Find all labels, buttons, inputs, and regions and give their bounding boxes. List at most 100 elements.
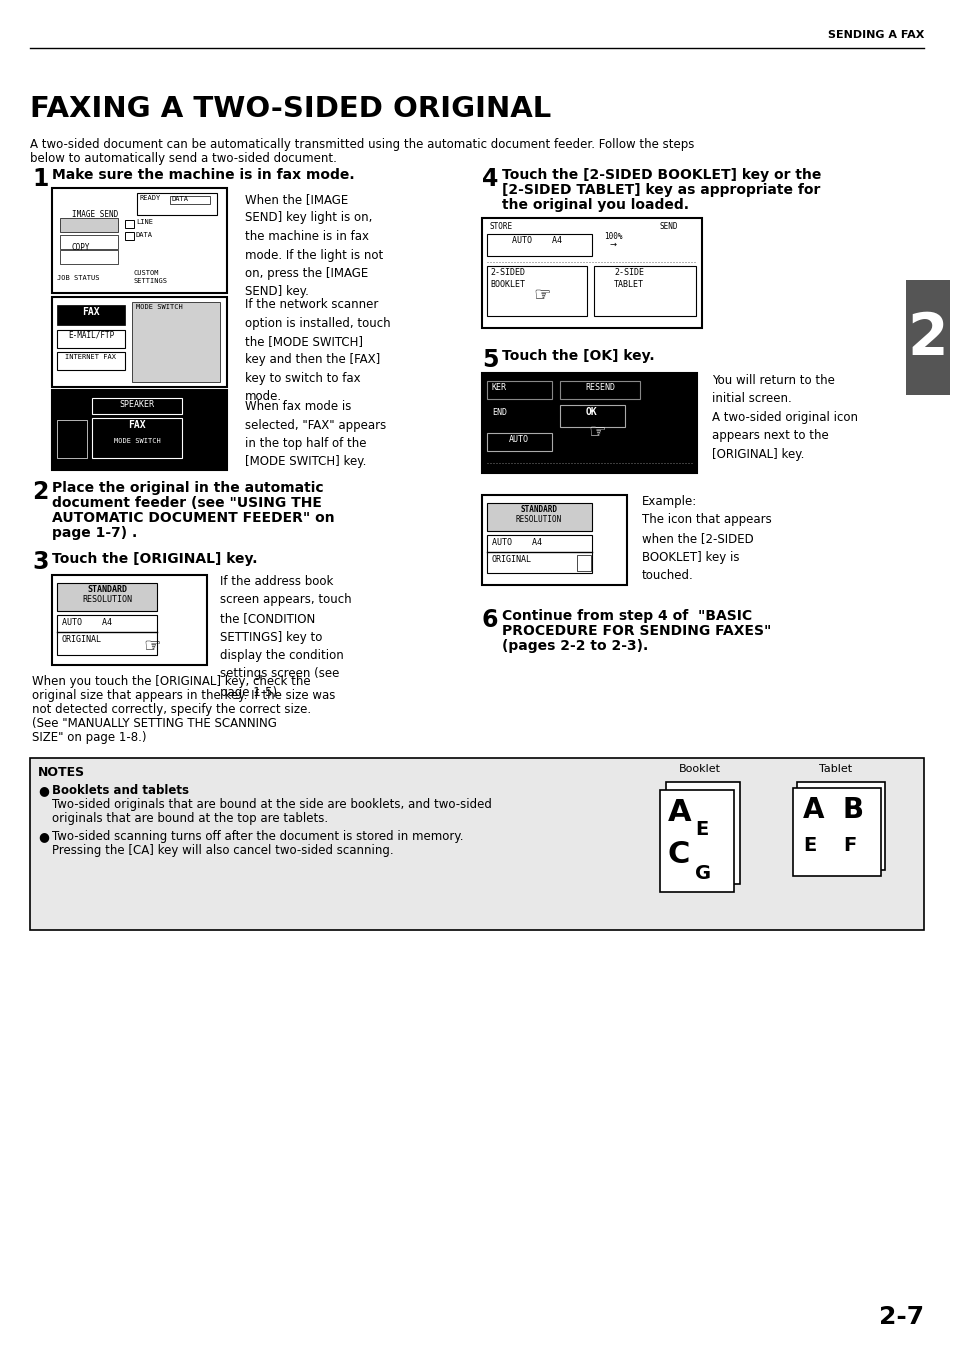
Text: Booklet: Booklet	[679, 765, 720, 774]
Text: COPY: COPY	[71, 243, 91, 253]
Text: DATA: DATA	[172, 196, 189, 203]
Bar	[486, 434, 552, 451]
Text: 1: 1	[32, 168, 49, 190]
Bar	[57, 584, 157, 611]
Text: STORE: STORE	[490, 222, 513, 231]
Text: When you touch the [ORIGINAL] key, check the: When you touch the [ORIGINAL] key, check…	[32, 676, 311, 688]
Bar	[905, 280, 949, 394]
Bar	[665, 782, 740, 884]
Bar	[52, 188, 227, 293]
Bar	[486, 234, 592, 255]
Text: ORIGINAL: ORIGINAL	[492, 555, 532, 563]
Text: BOOKLET: BOOKLET	[490, 280, 524, 289]
Text: AUTOMATIC DOCUMENT FEEDER" on: AUTOMATIC DOCUMENT FEEDER" on	[52, 511, 335, 526]
Text: IMAGE SEND: IMAGE SEND	[71, 209, 118, 219]
Text: READY: READY	[140, 195, 161, 201]
Text: →: →	[609, 240, 617, 249]
Text: 5: 5	[481, 349, 498, 372]
Text: RESOLUTION: RESOLUTION	[82, 594, 132, 604]
Text: [2-SIDED TABLET] key as appropriate for: [2-SIDED TABLET] key as appropriate for	[501, 182, 820, 197]
Text: ●: ●	[38, 784, 49, 797]
Text: END: END	[492, 408, 506, 417]
Text: Tablet: Tablet	[819, 765, 852, 774]
Text: A two-sided document can be automatically transmitted using the automatic docume: A two-sided document can be automaticall…	[30, 138, 694, 151]
Bar	[170, 196, 210, 204]
Text: DATA: DATA	[136, 232, 152, 238]
Text: Pressing the [CA] key will also cancel two-sided scanning.: Pressing the [CA] key will also cancel t…	[52, 844, 394, 857]
Text: If the network scanner
option is installed, touch
the [MODE SWITCH]
key and then: If the network scanner option is install…	[245, 299, 390, 404]
Text: A: A	[802, 796, 823, 824]
Bar	[57, 330, 125, 349]
Bar	[52, 390, 227, 470]
Text: Touch the [2-SIDED BOOKLET] key or the: Touch the [2-SIDED BOOKLET] key or the	[501, 168, 821, 182]
Bar	[52, 576, 207, 665]
Bar	[577, 555, 590, 571]
Text: If the address book
screen appears, touch
the [CONDITION
SETTINGS] key to
displa: If the address book screen appears, touc…	[220, 576, 352, 698]
Text: 2-7: 2-7	[878, 1305, 923, 1329]
Bar	[559, 381, 639, 399]
Text: OK: OK	[585, 407, 598, 417]
Text: AUTO    A4: AUTO A4	[492, 538, 541, 547]
Text: AUTO    A4: AUTO A4	[62, 617, 112, 627]
Text: AUTO    A4: AUTO A4	[512, 236, 561, 245]
Text: E-MAIL/FTP: E-MAIL/FTP	[68, 331, 114, 340]
Bar	[796, 782, 884, 870]
Text: page 1-7) .: page 1-7) .	[52, 526, 137, 540]
Text: RESEND: RESEND	[584, 382, 615, 392]
Text: not detected correctly, specify the correct size.: not detected correctly, specify the corr…	[32, 703, 311, 716]
Text: B: B	[842, 796, 863, 824]
Text: SETTINGS: SETTINGS	[133, 278, 168, 284]
Text: When fax mode is
selected, "FAX" appears
in the top half of the
[MODE SWITCH] ke: When fax mode is selected, "FAX" appears…	[245, 400, 386, 469]
Text: originals that are bound at the top are tablets.: originals that are bound at the top are …	[52, 812, 328, 825]
Text: 2: 2	[906, 309, 947, 367]
Text: C: C	[667, 840, 690, 869]
Text: F: F	[842, 836, 856, 855]
Text: When the [IMAGE
SEND] key light is on,
the machine is in fax
mode. If the light : When the [IMAGE SEND] key light is on, t…	[245, 193, 383, 299]
Bar	[594, 266, 696, 316]
Bar	[659, 790, 733, 892]
Text: document feeder (see "USING THE: document feeder (see "USING THE	[52, 496, 321, 509]
Text: Place the original in the automatic: Place the original in the automatic	[52, 481, 323, 494]
Bar	[559, 405, 624, 427]
Text: SPEAKER: SPEAKER	[119, 400, 154, 409]
Text: SIZE" on page 1-8.): SIZE" on page 1-8.)	[32, 731, 147, 744]
Bar	[57, 615, 157, 655]
Bar	[52, 297, 227, 386]
Text: Two-sided originals that are bound at the side are booklets, and two-sided: Two-sided originals that are bound at th…	[52, 798, 492, 811]
Bar	[481, 373, 697, 473]
Text: ☞: ☞	[588, 423, 605, 442]
Bar	[57, 353, 125, 370]
Text: STANDARD: STANDARD	[520, 505, 557, 513]
Text: CUSTOM: CUSTOM	[133, 270, 159, 276]
Text: ●: ●	[38, 830, 49, 843]
Text: 4: 4	[481, 168, 497, 190]
Bar	[137, 193, 216, 215]
Text: E: E	[695, 820, 707, 839]
Text: Touch the [ORIGINAL] key.: Touch the [ORIGINAL] key.	[52, 553, 257, 566]
Bar	[481, 494, 626, 585]
Text: STANDARD: STANDARD	[87, 585, 127, 594]
Text: 2: 2	[32, 480, 49, 504]
Bar	[60, 218, 118, 232]
Bar	[125, 220, 133, 228]
Text: NOTES: NOTES	[38, 766, 85, 780]
Text: INTERNET FAX: INTERNET FAX	[66, 354, 116, 359]
Text: G: G	[695, 865, 710, 884]
Text: 3: 3	[32, 550, 49, 574]
Text: FAX: FAX	[128, 420, 146, 430]
Text: Booklets and tablets: Booklets and tablets	[52, 784, 189, 797]
Text: ORIGINAL: ORIGINAL	[62, 635, 102, 644]
Text: KER: KER	[492, 382, 506, 392]
Bar	[60, 235, 118, 249]
Text: FAXING A TWO-SIDED ORIGINAL: FAXING A TWO-SIDED ORIGINAL	[30, 95, 551, 123]
Text: Make sure the machine is in fax mode.: Make sure the machine is in fax mode.	[52, 168, 355, 182]
Text: You will return to the
initial screen.
A two-sided original icon
appears next to: You will return to the initial screen. A…	[711, 374, 857, 461]
Text: MODE SWITCH: MODE SWITCH	[136, 304, 183, 309]
Text: (See "MANUALLY SETTING THE SCANNING: (See "MANUALLY SETTING THE SCANNING	[32, 717, 276, 730]
Text: original size that appears in the key. If the size was: original size that appears in the key. I…	[32, 689, 335, 703]
Bar	[91, 399, 182, 413]
Text: TABLET: TABLET	[614, 280, 643, 289]
Text: 6: 6	[481, 608, 498, 632]
Text: Touch the [OK] key.: Touch the [OK] key.	[501, 349, 654, 363]
Text: ☞: ☞	[533, 286, 550, 305]
